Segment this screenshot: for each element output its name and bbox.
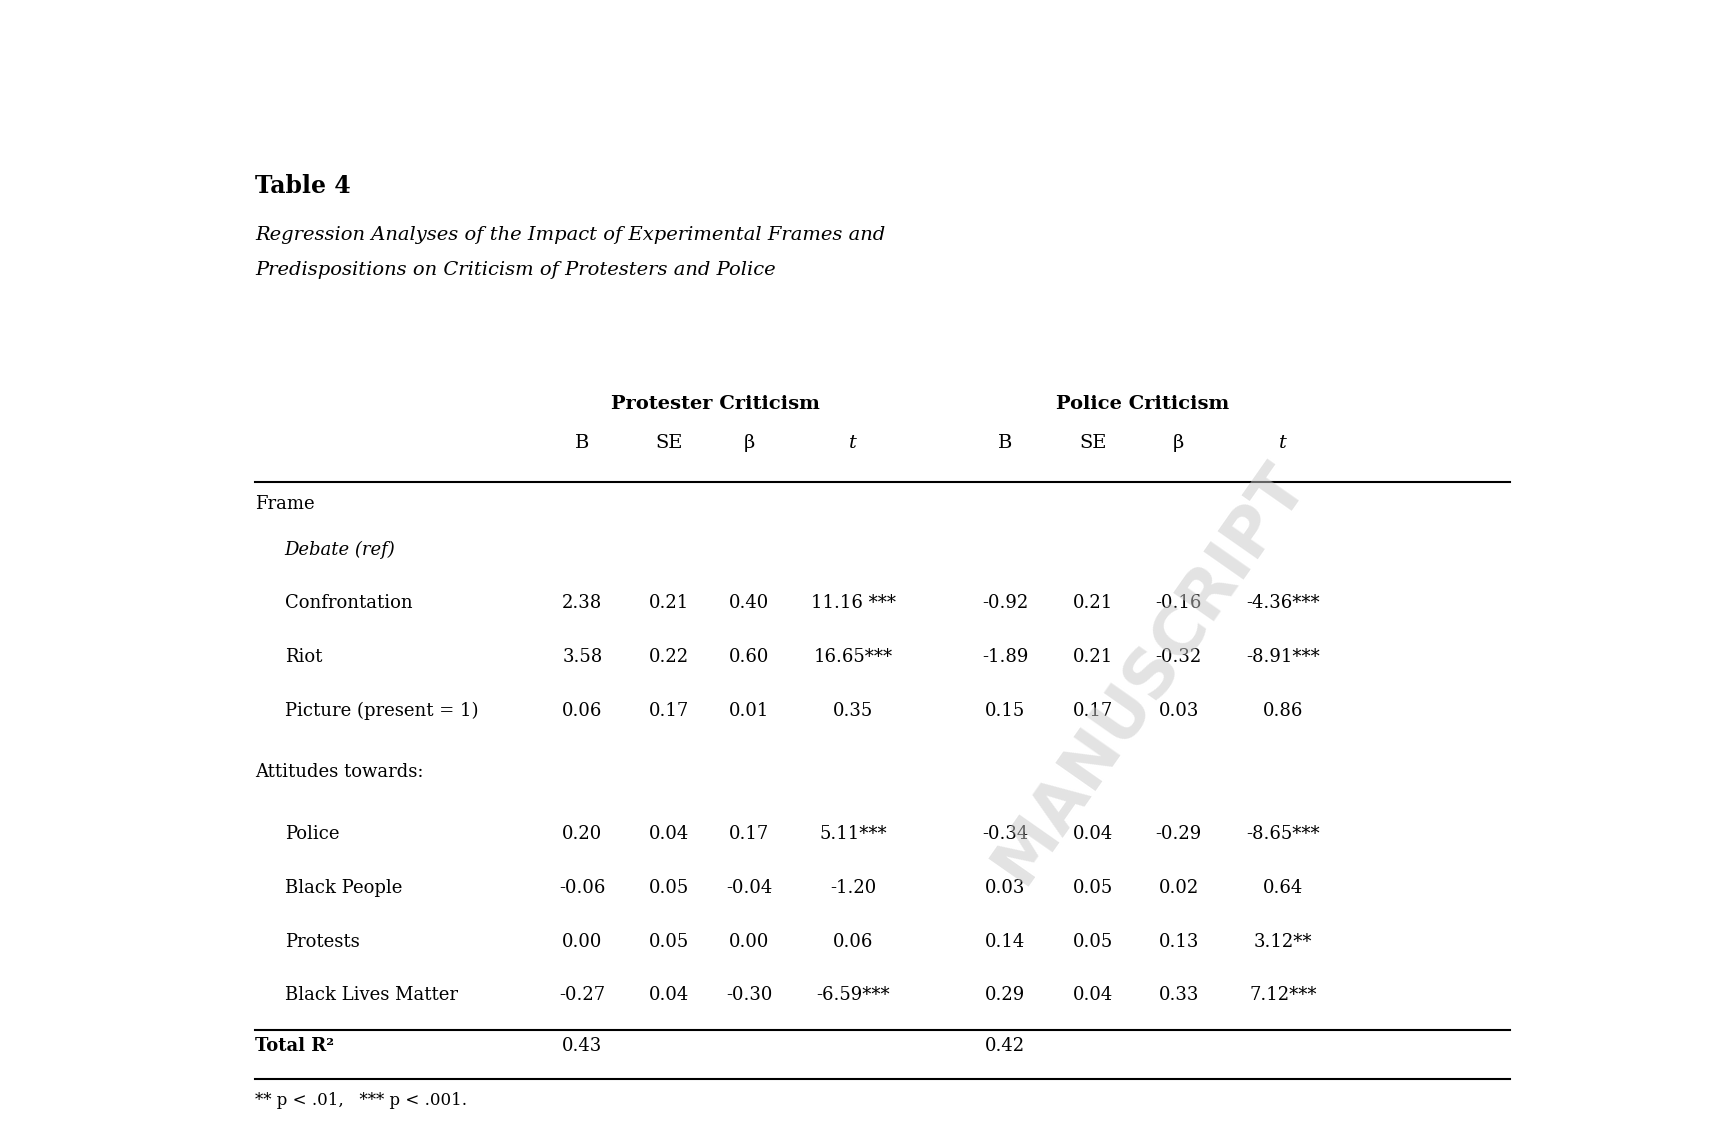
Text: 0.21: 0.21: [1073, 595, 1114, 613]
Text: 5.11***: 5.11***: [820, 825, 887, 843]
Text: 0.42: 0.42: [985, 1037, 1025, 1055]
Text: 0.04: 0.04: [649, 986, 689, 1004]
Text: 0.33: 0.33: [1159, 986, 1199, 1004]
Text: -8.91***: -8.91***: [1247, 649, 1319, 667]
Text: -4.36***: -4.36***: [1247, 595, 1319, 613]
Text: 0.05: 0.05: [649, 878, 689, 896]
Text: -1.20: -1.20: [830, 878, 876, 896]
Text: 0.03: 0.03: [1159, 701, 1199, 720]
Text: 0.04: 0.04: [1073, 986, 1114, 1004]
Text: Confrontation: Confrontation: [284, 595, 412, 613]
Text: Total R²: Total R²: [255, 1037, 334, 1055]
Text: Black Lives Matter: Black Lives Matter: [284, 986, 458, 1004]
Text: 0.40: 0.40: [728, 595, 770, 613]
Text: B: B: [575, 434, 589, 452]
Text: -1.89: -1.89: [982, 649, 1028, 667]
Text: -0.27: -0.27: [560, 986, 606, 1004]
Text: 0.03: 0.03: [985, 878, 1026, 896]
Text: -0.29: -0.29: [1155, 825, 1202, 843]
Text: -0.04: -0.04: [727, 878, 771, 896]
Text: 0.21: 0.21: [649, 595, 689, 613]
Text: Black People: Black People: [284, 878, 401, 896]
Text: t: t: [1279, 434, 1286, 452]
Text: Frame: Frame: [255, 495, 315, 513]
Text: Riot: Riot: [284, 649, 322, 667]
Text: 0.29: 0.29: [985, 986, 1025, 1004]
Text: Protester Criticism: Protester Criticism: [611, 394, 820, 412]
Text: 0.05: 0.05: [649, 932, 689, 950]
Text: 0.43: 0.43: [561, 1037, 603, 1055]
Text: -0.30: -0.30: [727, 986, 771, 1004]
Text: 2.38: 2.38: [561, 595, 603, 613]
Text: -8.65***: -8.65***: [1247, 825, 1319, 843]
Text: -0.06: -0.06: [560, 878, 606, 896]
Text: Regression Analyses of the Impact of Experimental Frames and: Regression Analyses of the Impact of Exp…: [255, 226, 885, 244]
Text: 0.35: 0.35: [833, 701, 873, 720]
Text: 3.12**: 3.12**: [1254, 932, 1312, 950]
Text: 0.04: 0.04: [649, 825, 689, 843]
Text: -0.32: -0.32: [1155, 649, 1202, 667]
Text: 0.17: 0.17: [728, 825, 770, 843]
Text: t: t: [849, 434, 858, 452]
Text: 0.00: 0.00: [728, 932, 770, 950]
Text: 0.04: 0.04: [1073, 825, 1114, 843]
Text: 0.05: 0.05: [1073, 878, 1114, 896]
Text: 11.16 ***: 11.16 ***: [811, 595, 895, 613]
Text: 0.15: 0.15: [985, 701, 1025, 720]
Text: 0.20: 0.20: [561, 825, 603, 843]
Text: B: B: [999, 434, 1013, 452]
Text: -0.92: -0.92: [982, 595, 1028, 613]
Text: 0.13: 0.13: [1159, 932, 1199, 950]
Text: -0.16: -0.16: [1155, 595, 1202, 613]
Text: Debate (ref): Debate (ref): [284, 540, 396, 558]
Text: 0.06: 0.06: [561, 701, 603, 720]
Text: SE: SE: [656, 434, 682, 452]
Text: Predispositions on Criticism of Protesters and Police: Predispositions on Criticism of Proteste…: [255, 261, 777, 279]
Text: 0.05: 0.05: [1073, 932, 1114, 950]
Text: ** p < .01,   *** p < .001.: ** p < .01, *** p < .001.: [255, 1092, 467, 1109]
Text: 0.22: 0.22: [649, 649, 689, 667]
Text: β: β: [744, 434, 754, 452]
Text: Table 4: Table 4: [255, 175, 351, 198]
Text: Police: Police: [284, 825, 339, 843]
Text: 7.12***: 7.12***: [1248, 986, 1317, 1004]
Text: MANUSCRIPT: MANUSCRIPT: [980, 450, 1319, 894]
Text: 0.86: 0.86: [1262, 701, 1304, 720]
Text: 0.17: 0.17: [649, 701, 689, 720]
Text: 0.00: 0.00: [561, 932, 603, 950]
Text: 0.60: 0.60: [728, 649, 770, 667]
Text: β: β: [1173, 434, 1185, 452]
Text: -6.59***: -6.59***: [816, 986, 890, 1004]
Text: 0.21: 0.21: [1073, 649, 1114, 667]
Text: 0.14: 0.14: [985, 932, 1025, 950]
Text: Police Criticism: Police Criticism: [1056, 394, 1230, 412]
Text: -0.34: -0.34: [982, 825, 1028, 843]
Text: 0.06: 0.06: [833, 932, 873, 950]
Text: 16.65***: 16.65***: [813, 649, 892, 667]
Text: 0.64: 0.64: [1262, 878, 1304, 896]
Text: Picture (present = 1): Picture (present = 1): [284, 701, 479, 721]
Text: SE: SE: [1080, 434, 1107, 452]
Text: 3.58: 3.58: [561, 649, 603, 667]
Text: Protests: Protests: [284, 932, 360, 950]
Text: 0.02: 0.02: [1159, 878, 1199, 896]
Text: 0.01: 0.01: [728, 701, 770, 720]
Text: Attitudes towards:: Attitudes towards:: [255, 762, 424, 780]
Text: 0.17: 0.17: [1073, 701, 1114, 720]
